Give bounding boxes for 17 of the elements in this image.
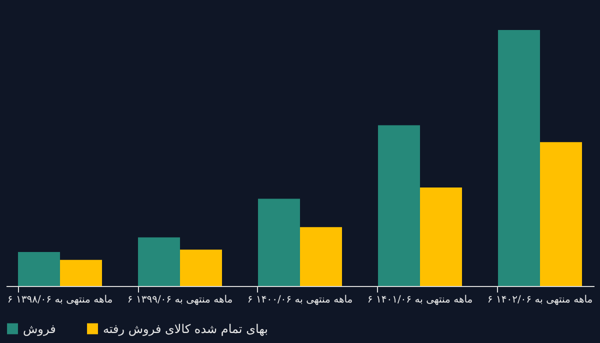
legend-label: بهای تمام شده کالای فروش رفته (103, 322, 268, 336)
x-tick-label: ۶ ماهه منتهی به ۱۴۰۰/۰۶ (247, 294, 353, 306)
x-tick-label: ۶ ماهه منتهی به ۱۳۹۹/۰۶ (127, 294, 233, 306)
bar (540, 142, 582, 286)
x-tick-label: ۶ ماهه منتهی به ۱۴۰۲/۰۶ (487, 294, 593, 306)
bar (378, 125, 420, 286)
bar (138, 237, 180, 286)
bar (300, 227, 342, 286)
bar (180, 250, 222, 286)
bar (18, 252, 60, 286)
x-tick-label: ۶ ماهه منتهی به ۱۳۹۸/۰۶ (7, 294, 113, 306)
bar (420, 187, 462, 286)
x-tick-label: ۶ ماهه منتهی به ۱۴۰۱/۰۶ (367, 294, 473, 306)
bar (60, 260, 102, 286)
bar (258, 198, 300, 286)
bar (498, 30, 540, 286)
legend-label: فروش (23, 322, 56, 336)
